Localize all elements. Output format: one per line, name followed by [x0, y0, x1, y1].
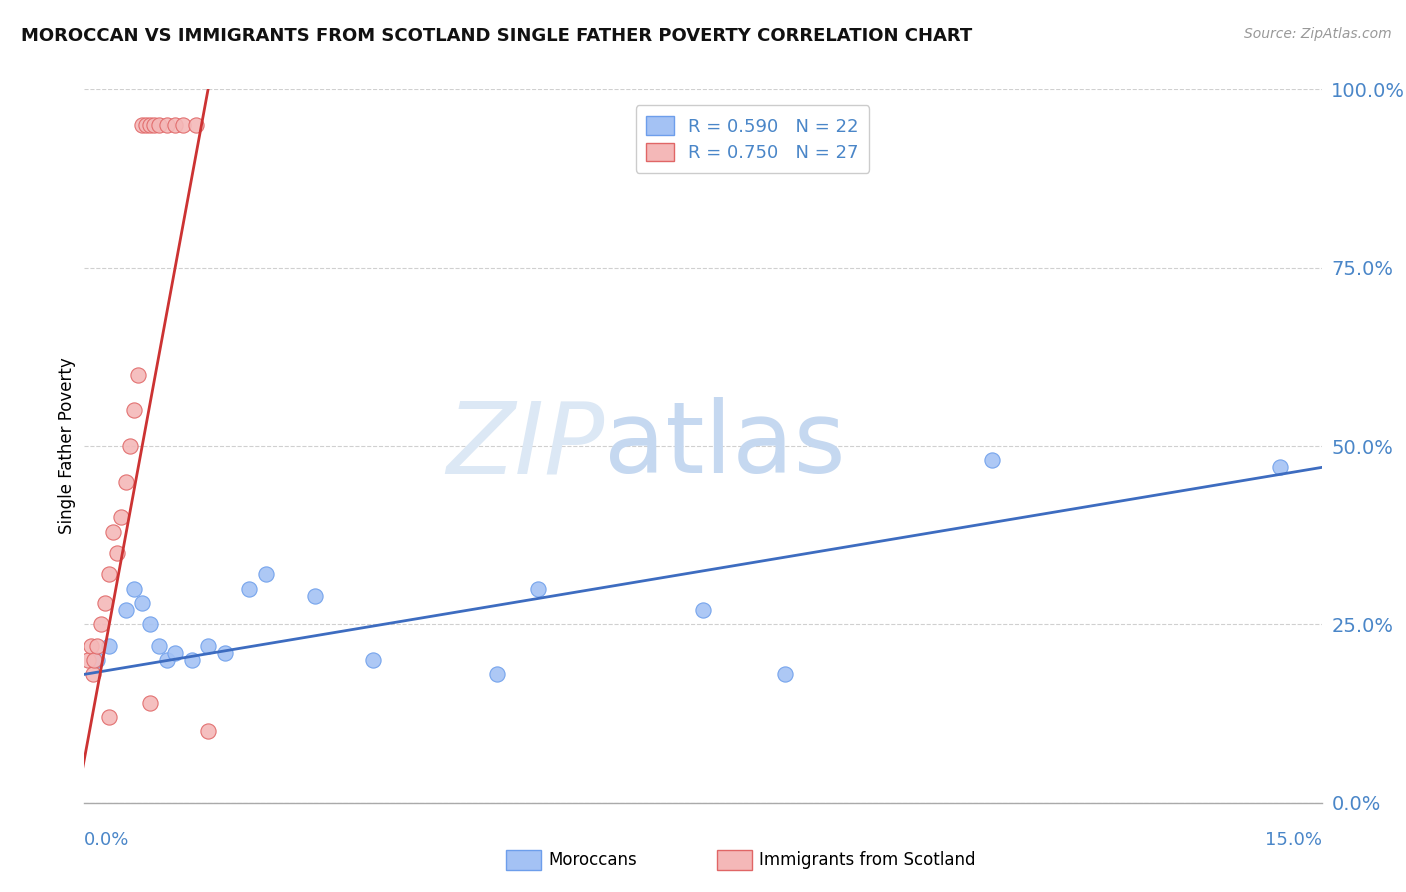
Point	[254, 567, 277, 582]
Point	[98, 710, 121, 724]
Point	[118, 439, 141, 453]
Text: Source: ZipAtlas.com: Source: ZipAtlas.com	[1244, 27, 1392, 41]
Point	[114, 603, 136, 617]
Point	[361, 653, 384, 667]
Point	[1270, 460, 1292, 475]
Point	[98, 567, 121, 582]
Point	[214, 646, 236, 660]
Point	[105, 546, 128, 560]
Point	[77, 653, 100, 667]
Point	[165, 646, 187, 660]
Point	[103, 524, 125, 539]
Legend: R = 0.590   N = 22, R = 0.750   N = 27: R = 0.590 N = 22, R = 0.750 N = 27	[636, 105, 869, 173]
Point	[485, 667, 508, 681]
Point	[131, 596, 153, 610]
Point	[527, 582, 550, 596]
Point	[139, 617, 162, 632]
Point	[139, 118, 162, 132]
Point	[98, 639, 121, 653]
Text: ZIP: ZIP	[446, 398, 605, 494]
Point	[114, 475, 136, 489]
Point	[197, 639, 219, 653]
Point	[692, 603, 714, 617]
Point	[197, 724, 219, 739]
Point	[122, 582, 145, 596]
Point	[180, 653, 202, 667]
Point	[775, 667, 797, 681]
Point	[148, 639, 170, 653]
Text: MOROCCAN VS IMMIGRANTS FROM SCOTLAND SINGLE FATHER POVERTY CORRELATION CHART: MOROCCAN VS IMMIGRANTS FROM SCOTLAND SIN…	[21, 27, 973, 45]
Point	[156, 118, 179, 132]
Point	[127, 368, 149, 382]
Point	[304, 589, 326, 603]
Point	[90, 617, 112, 632]
Point	[238, 582, 260, 596]
Point	[135, 118, 157, 132]
Text: Moroccans: Moroccans	[548, 851, 637, 869]
Point	[172, 118, 194, 132]
Point	[86, 653, 108, 667]
Point	[156, 653, 179, 667]
Point	[139, 696, 162, 710]
Point	[980, 453, 1002, 467]
Point	[80, 639, 103, 653]
Point	[86, 639, 108, 653]
Point	[184, 118, 207, 132]
Y-axis label: Single Father Poverty: Single Father Poverty	[58, 358, 76, 534]
Text: 0.0%: 0.0%	[84, 831, 129, 849]
Point	[94, 596, 117, 610]
Point	[110, 510, 132, 524]
Text: atlas: atlas	[605, 398, 845, 494]
Text: 15.0%: 15.0%	[1264, 831, 1322, 849]
Point	[165, 118, 187, 132]
Text: Immigrants from Scotland: Immigrants from Scotland	[759, 851, 976, 869]
Point	[143, 118, 166, 132]
Point	[148, 118, 170, 132]
Point	[82, 667, 104, 681]
Point	[122, 403, 145, 417]
Point	[83, 653, 105, 667]
Point	[131, 118, 153, 132]
